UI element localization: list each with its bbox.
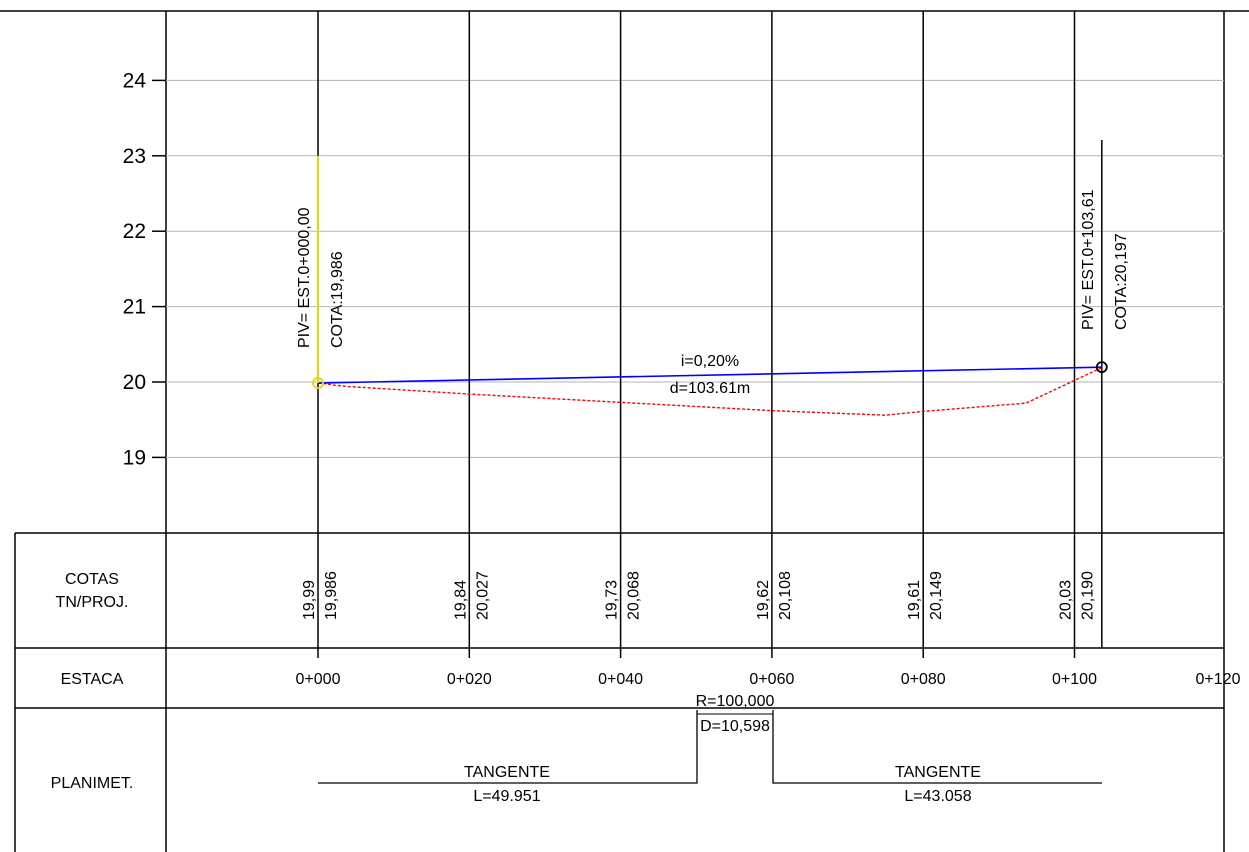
estaca-value-0+000: 0+000: [296, 671, 341, 688]
elevation-axis: 19 20 21 22 23 24: [123, 69, 166, 469]
profile-series: [317, 366, 1103, 416]
proj-value-0+040: 20,068: [626, 571, 643, 620]
estaca-value-0+080: 0+080: [901, 671, 946, 688]
tangent1-length: L=49.951: [473, 788, 540, 805]
planimet-row-label: PLANIMET.: [51, 775, 134, 792]
tn-value-0+040: 19,73: [604, 580, 621, 620]
grade-label: i=0,20%: [681, 353, 739, 370]
estaca-value-0+100: 0+100: [1052, 671, 1097, 688]
ytick-label-23: 23: [123, 145, 146, 168]
piv-cota-label-0: COTA:19,986: [329, 251, 346, 348]
tn-value-0+100: 20,03: [1058, 580, 1075, 620]
tangent2-label: TANGENTE: [895, 764, 981, 781]
series-terrain: [317, 367, 1103, 416]
proj-value-0+000: 19,986: [323, 571, 340, 620]
tn-value-0+000: 19,99: [301, 580, 318, 620]
horizontal-gridlines: [166, 79, 1224, 458]
estaca-value-0+020: 0+020: [447, 671, 492, 688]
estaca-value-0+060: 0+060: [749, 671, 794, 688]
station-table: 19,99 19,986 0+000 19,84 20,027 0+020 19,73 20,…: [296, 571, 1241, 688]
ytick-label-19: 19: [123, 446, 146, 469]
tangent1-label: TANGENTE: [464, 764, 550, 781]
piv-cota-label-1: COTA:20,197: [1113, 233, 1130, 330]
distance-label: d=103.61m: [670, 380, 751, 397]
proj-value-0+060: 20,108: [777, 571, 794, 620]
frame: [0, 10, 1249, 852]
proj-value-0+080: 20,149: [928, 571, 945, 620]
piv-marker-1: [1095, 361, 1108, 374]
estaca-row-label: ESTACA: [61, 671, 124, 688]
cotas-row-label-line1: COTAS: [65, 571, 119, 588]
planimetry-alignment-line: [318, 710, 1102, 784]
curve-development: D=10,598: [700, 718, 770, 735]
planimetry: TANGENTE L=49.951 R=100,000 D=10,598 TAN…: [318, 693, 1102, 805]
tn-value-0+080: 19,61: [906, 580, 923, 620]
ytick-label-20: 20: [123, 371, 146, 394]
ytick-label-21: 21: [123, 296, 146, 319]
proj-value-0+100: 20,190: [1080, 571, 1097, 620]
tn-value-0+020: 19,84: [452, 580, 469, 620]
estaca-value-0+120: 0+120: [1196, 671, 1241, 688]
ytick-label-22: 22: [123, 220, 146, 243]
cotas-row-label-line2: TN/PROJ.: [56, 594, 129, 611]
piv-label-0: PIV= EST.0+000,00: [296, 207, 313, 348]
piv-markers: PIV= EST.0+000,00 COTA:19,986 PIV= EST.0+1…: [296, 155, 1130, 389]
series-project-grade: [317, 366, 1102, 384]
estaca-value-0+040: 0+040: [598, 671, 643, 688]
station-gridlines: [317, 11, 1103, 658]
tn-value-0+060: 19,62: [755, 580, 772, 620]
ytick-label-24: 24: [123, 69, 147, 92]
tangent2-length: L=43.058: [904, 788, 971, 805]
piv-marker-0: [312, 377, 324, 389]
proj-value-0+020: 20,027: [474, 571, 491, 620]
piv-label-1: PIV= EST.0+103,61: [1080, 189, 1097, 330]
curve-radius: R=100,000: [696, 693, 775, 710]
